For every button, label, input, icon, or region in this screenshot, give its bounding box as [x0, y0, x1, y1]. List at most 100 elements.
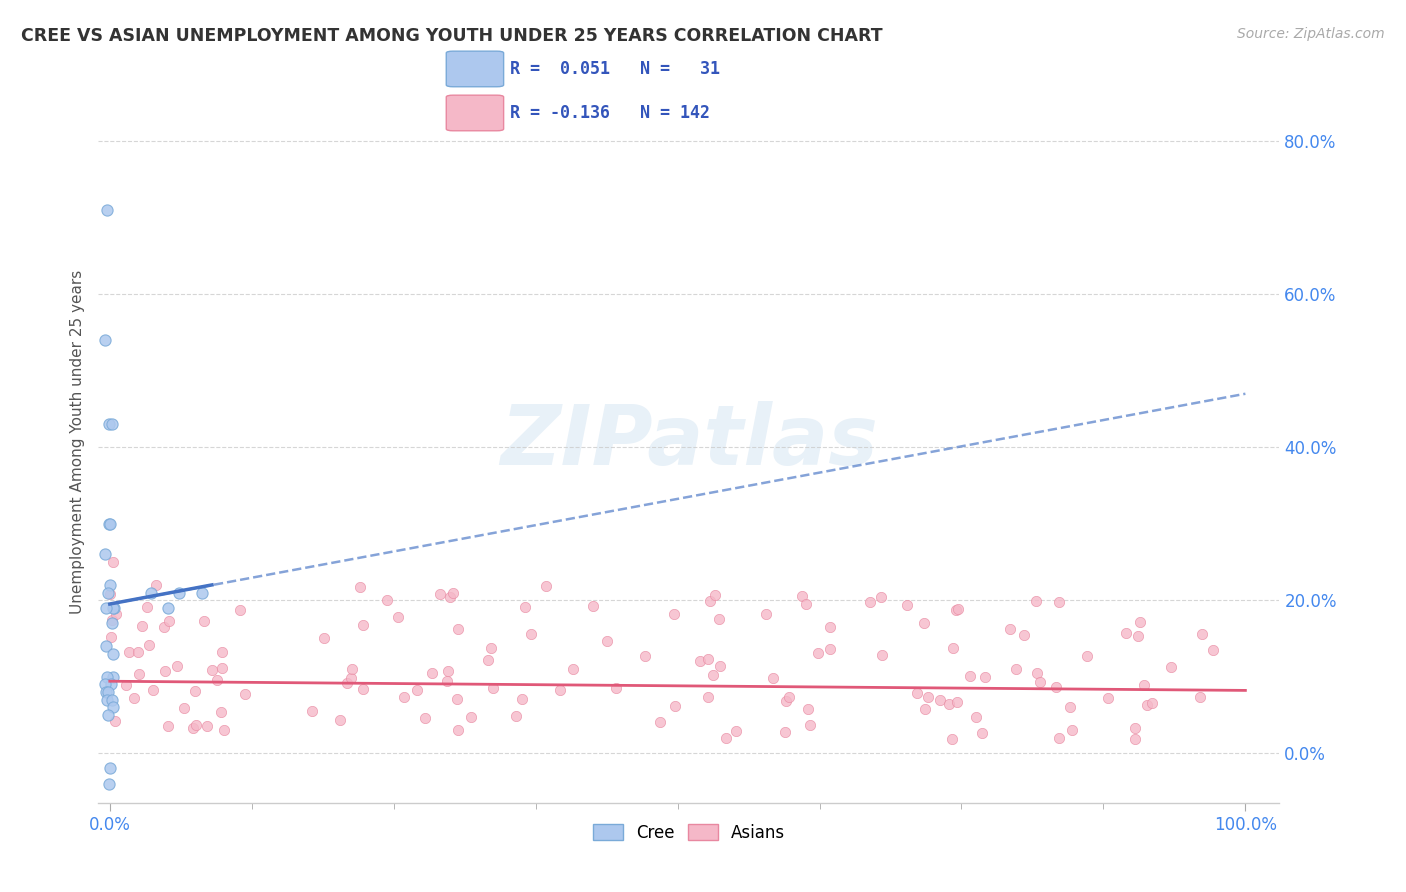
Point	[1005, 662, 1028, 676]
Point	[214, 723, 236, 738]
Point	[173, 701, 195, 715]
Point	[104, 714, 127, 729]
Point	[941, 732, 963, 747]
Point	[387, 610, 409, 624]
Point	[648, 714, 671, 729]
Point	[896, 598, 918, 612]
Point	[477, 653, 499, 667]
Point	[157, 600, 180, 615]
Point	[914, 701, 936, 715]
Point	[98, 761, 121, 775]
Point	[201, 663, 224, 677]
Point	[1135, 698, 1157, 713]
Point	[100, 677, 122, 691]
Point	[195, 719, 218, 733]
Point	[1114, 626, 1136, 640]
Point	[97, 685, 120, 699]
Point	[413, 710, 436, 724]
Point	[1129, 615, 1152, 629]
Point	[153, 664, 176, 678]
Point	[696, 652, 718, 666]
Point	[1189, 690, 1212, 704]
Point	[870, 591, 893, 605]
Point	[596, 634, 619, 648]
Point	[447, 622, 470, 636]
Point	[1076, 649, 1098, 664]
Point	[101, 613, 124, 627]
Point	[98, 417, 121, 432]
Point	[724, 723, 747, 738]
Point	[339, 671, 361, 685]
Point	[96, 203, 118, 218]
Point	[1025, 593, 1047, 607]
Text: Source: ZipAtlas.com: Source: ZipAtlas.com	[1237, 27, 1385, 41]
Point	[699, 594, 721, 608]
Point	[329, 713, 352, 727]
Point	[98, 578, 121, 592]
Point	[702, 668, 724, 682]
Point	[905, 686, 928, 700]
Point	[1059, 699, 1081, 714]
Point	[131, 618, 153, 632]
Point	[207, 673, 229, 687]
Point	[94, 547, 117, 561]
Point	[97, 707, 120, 722]
Point	[153, 620, 176, 634]
Point	[762, 671, 785, 685]
Point	[352, 681, 374, 696]
Point	[166, 659, 188, 673]
Point	[105, 607, 128, 622]
Point	[778, 690, 800, 705]
Point	[447, 723, 470, 737]
Point	[562, 662, 585, 676]
Point	[141, 585, 163, 599]
Point	[443, 585, 465, 599]
Point	[664, 698, 686, 713]
Point	[128, 666, 150, 681]
FancyBboxPatch shape	[446, 51, 503, 87]
Point	[1128, 629, 1150, 643]
Point	[157, 614, 180, 628]
Point	[1191, 626, 1213, 640]
Point	[101, 555, 124, 569]
Point	[96, 670, 118, 684]
Point	[634, 649, 657, 664]
Point	[917, 690, 939, 705]
Point	[929, 692, 952, 706]
Point	[98, 516, 121, 531]
Point	[998, 623, 1021, 637]
Point	[211, 645, 233, 659]
Point	[945, 603, 967, 617]
Point	[167, 585, 190, 599]
Point	[233, 687, 256, 701]
Text: ZIPatlas: ZIPatlas	[501, 401, 877, 482]
Point	[1202, 643, 1225, 657]
Point	[100, 630, 122, 644]
Point	[1047, 594, 1070, 608]
Point	[1140, 696, 1163, 710]
Point	[157, 719, 180, 733]
Point	[437, 664, 460, 678]
Point	[96, 600, 118, 615]
Point	[505, 709, 527, 723]
Point	[145, 578, 167, 592]
Point	[138, 638, 160, 652]
Point	[96, 692, 118, 706]
Point	[858, 595, 880, 609]
Point	[872, 648, 894, 662]
Point	[184, 718, 207, 732]
Point	[818, 619, 841, 633]
Point	[314, 631, 336, 645]
FancyBboxPatch shape	[446, 95, 503, 131]
Point	[582, 599, 605, 613]
Point	[790, 589, 813, 603]
Point	[1012, 628, 1035, 642]
Point	[703, 588, 725, 602]
Point	[482, 681, 505, 695]
Point	[755, 607, 778, 621]
Point	[1029, 675, 1052, 690]
Point	[775, 693, 797, 707]
Point	[1123, 721, 1146, 735]
Point	[941, 641, 963, 656]
Point	[97, 777, 120, 791]
